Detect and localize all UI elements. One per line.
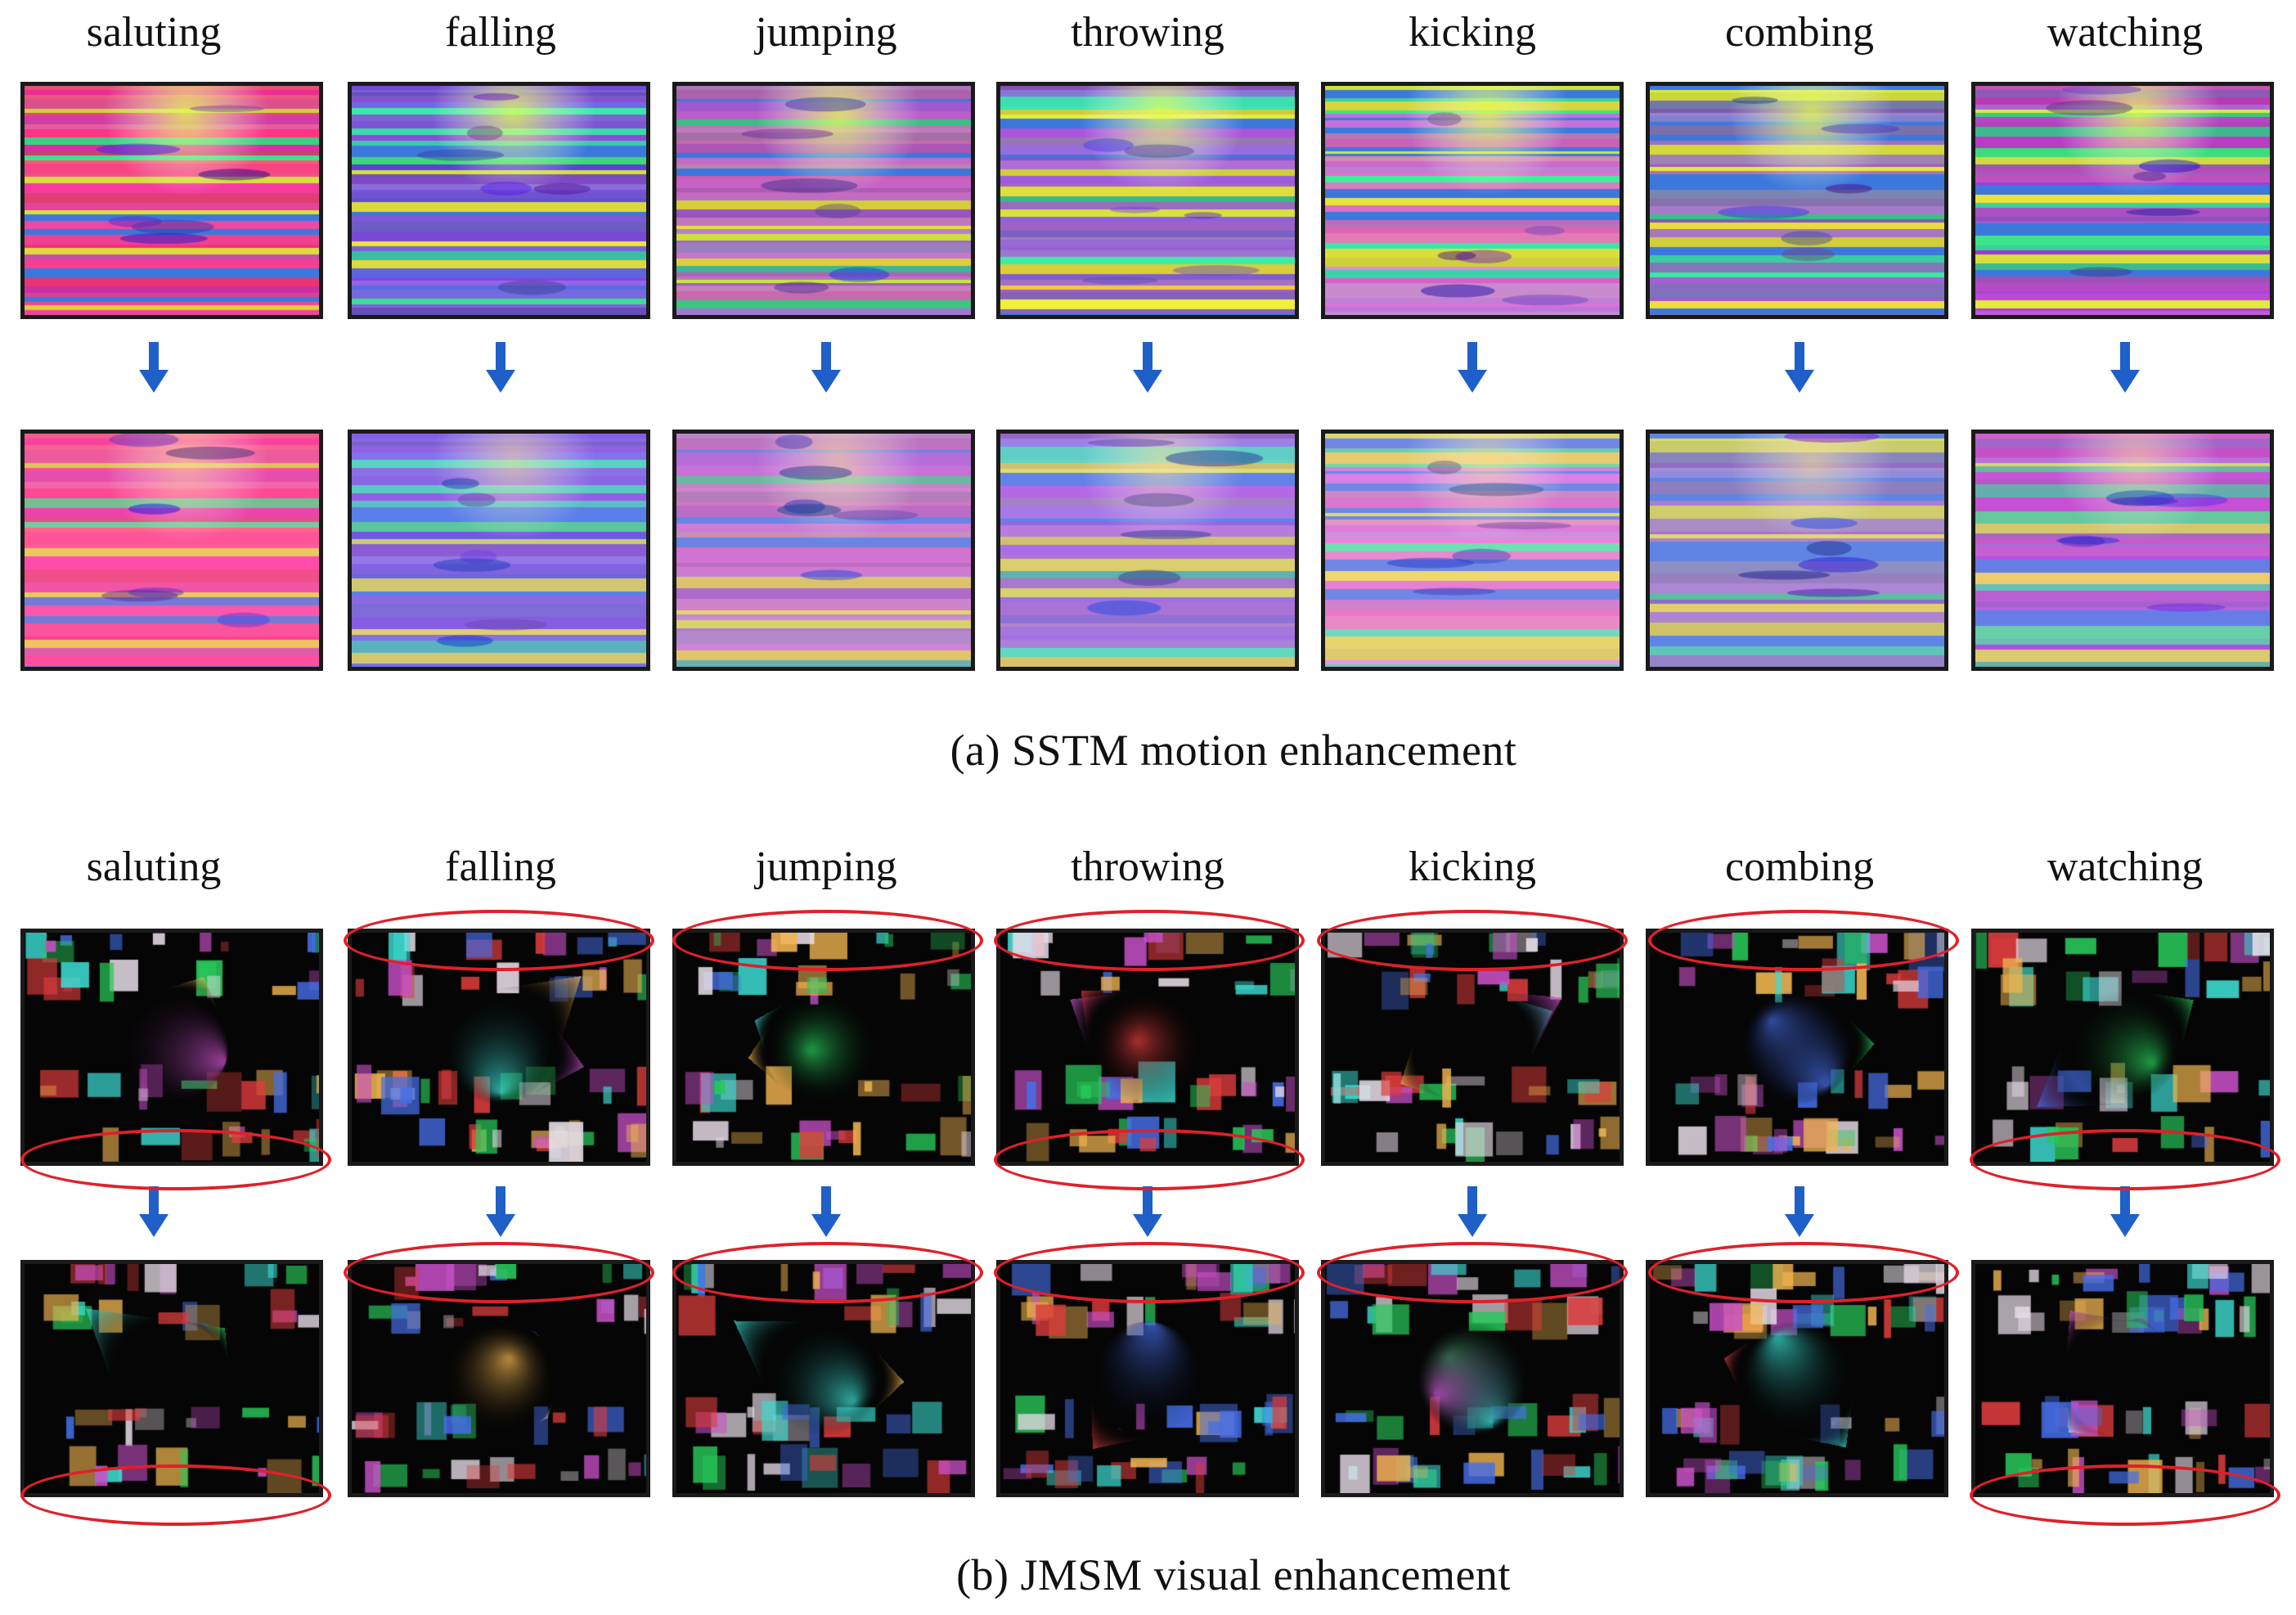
enhanced-map-falling <box>348 430 650 671</box>
original-map-saluting <box>20 929 323 1166</box>
original-map-saluting <box>20 82 323 319</box>
action-label-saluting: saluting <box>86 9 222 56</box>
down-arrow-icon <box>1131 1186 1164 1239</box>
down-arrow-icon <box>484 342 517 394</box>
heatmap-image <box>1650 434 1944 667</box>
down-arrow-icon <box>137 342 170 394</box>
original-map-watching <box>1971 929 2274 1166</box>
heatmap-image <box>25 933 319 1162</box>
heatmap-image <box>25 86 319 315</box>
red-ellipse-highlight <box>1648 1242 1959 1303</box>
down-arrow-icon <box>484 1186 517 1239</box>
action-label-jumping: jumping <box>755 9 897 56</box>
heatmap-image <box>352 434 646 667</box>
red-ellipse-highlight <box>1970 1464 2280 1526</box>
red-ellipse-highlight <box>672 1242 983 1303</box>
original-map-combing <box>1646 82 1948 319</box>
heatmap-image <box>1650 86 1944 315</box>
heatmap-image <box>1975 1264 2270 1493</box>
red-ellipse-highlight <box>20 1464 331 1526</box>
down-arrow-icon <box>1783 342 1816 394</box>
down-arrow-icon <box>2109 1186 2141 1239</box>
enhanced-map-watching <box>1971 430 2274 671</box>
action-label-throwing: throwing <box>1071 843 1224 890</box>
enhanced-map-kicking <box>1321 430 1624 671</box>
red-ellipse-highlight <box>994 1242 1305 1303</box>
heatmap-image <box>1325 86 1620 315</box>
red-ellipse-highlight <box>1317 1242 1628 1303</box>
original-map-falling <box>348 82 650 319</box>
heatmap-image <box>352 86 646 315</box>
original-map-jumping <box>672 82 975 319</box>
original-map-throwing <box>996 82 1299 319</box>
heatmap-image <box>1975 86 2270 315</box>
original-map-kicking <box>1321 82 1624 319</box>
red-ellipse-highlight <box>672 910 983 971</box>
action-label-combing: combing <box>1725 9 1874 56</box>
down-arrow-icon <box>810 1186 842 1239</box>
panel-caption-b: (b) JMSM visual enhancement <box>956 1550 1511 1599</box>
panel-caption-a: (a) SSTM motion enhancement <box>950 726 1517 775</box>
heatmap-image <box>676 86 971 315</box>
red-ellipse-highlight <box>344 910 654 971</box>
red-ellipse-highlight <box>1317 910 1628 971</box>
heatmap-image <box>25 1264 319 1493</box>
red-ellipse-highlight <box>1970 1129 2280 1190</box>
enhanced-map-combing <box>1646 430 1948 671</box>
action-label-kicking: kicking <box>1409 843 1536 890</box>
heatmap-image <box>1000 434 1295 667</box>
action-label-kicking: kicking <box>1409 9 1536 56</box>
heatmap-image <box>25 434 319 667</box>
action-label-jumping: jumping <box>755 843 897 890</box>
action-label-saluting: saluting <box>86 843 222 890</box>
red-ellipse-highlight <box>344 1242 654 1303</box>
red-ellipse-highlight <box>20 1129 331 1190</box>
heatmap-image <box>1975 933 2270 1162</box>
down-arrow-icon <box>1783 1186 1816 1239</box>
down-arrow-icon <box>1131 342 1164 394</box>
down-arrow-icon <box>810 342 842 394</box>
heatmap-image <box>1000 86 1295 315</box>
action-label-watching: watching <box>2047 843 2204 890</box>
action-label-watching: watching <box>2047 9 2204 56</box>
action-label-falling: falling <box>445 9 556 56</box>
red-ellipse-highlight <box>1648 910 1959 971</box>
red-ellipse-highlight <box>994 910 1305 971</box>
original-map-watching <box>1971 82 2274 319</box>
action-label-combing: combing <box>1725 843 1874 890</box>
down-arrow-icon <box>2109 342 2141 394</box>
red-ellipse-highlight <box>994 1129 1305 1190</box>
enhanced-map-throwing <box>996 430 1299 671</box>
heatmap-image <box>676 434 971 667</box>
action-label-throwing: throwing <box>1071 9 1224 56</box>
heatmap-image <box>1325 434 1620 667</box>
heatmap-image <box>1975 434 2270 667</box>
enhanced-map-saluting <box>20 430 323 671</box>
enhanced-map-saluting <box>20 1260 323 1497</box>
down-arrow-icon <box>1456 1186 1489 1239</box>
enhanced-map-jumping <box>672 430 975 671</box>
down-arrow-icon <box>137 1186 170 1239</box>
enhanced-map-watching <box>1971 1260 2274 1497</box>
down-arrow-icon <box>1456 342 1489 394</box>
action-label-falling: falling <box>445 843 556 890</box>
